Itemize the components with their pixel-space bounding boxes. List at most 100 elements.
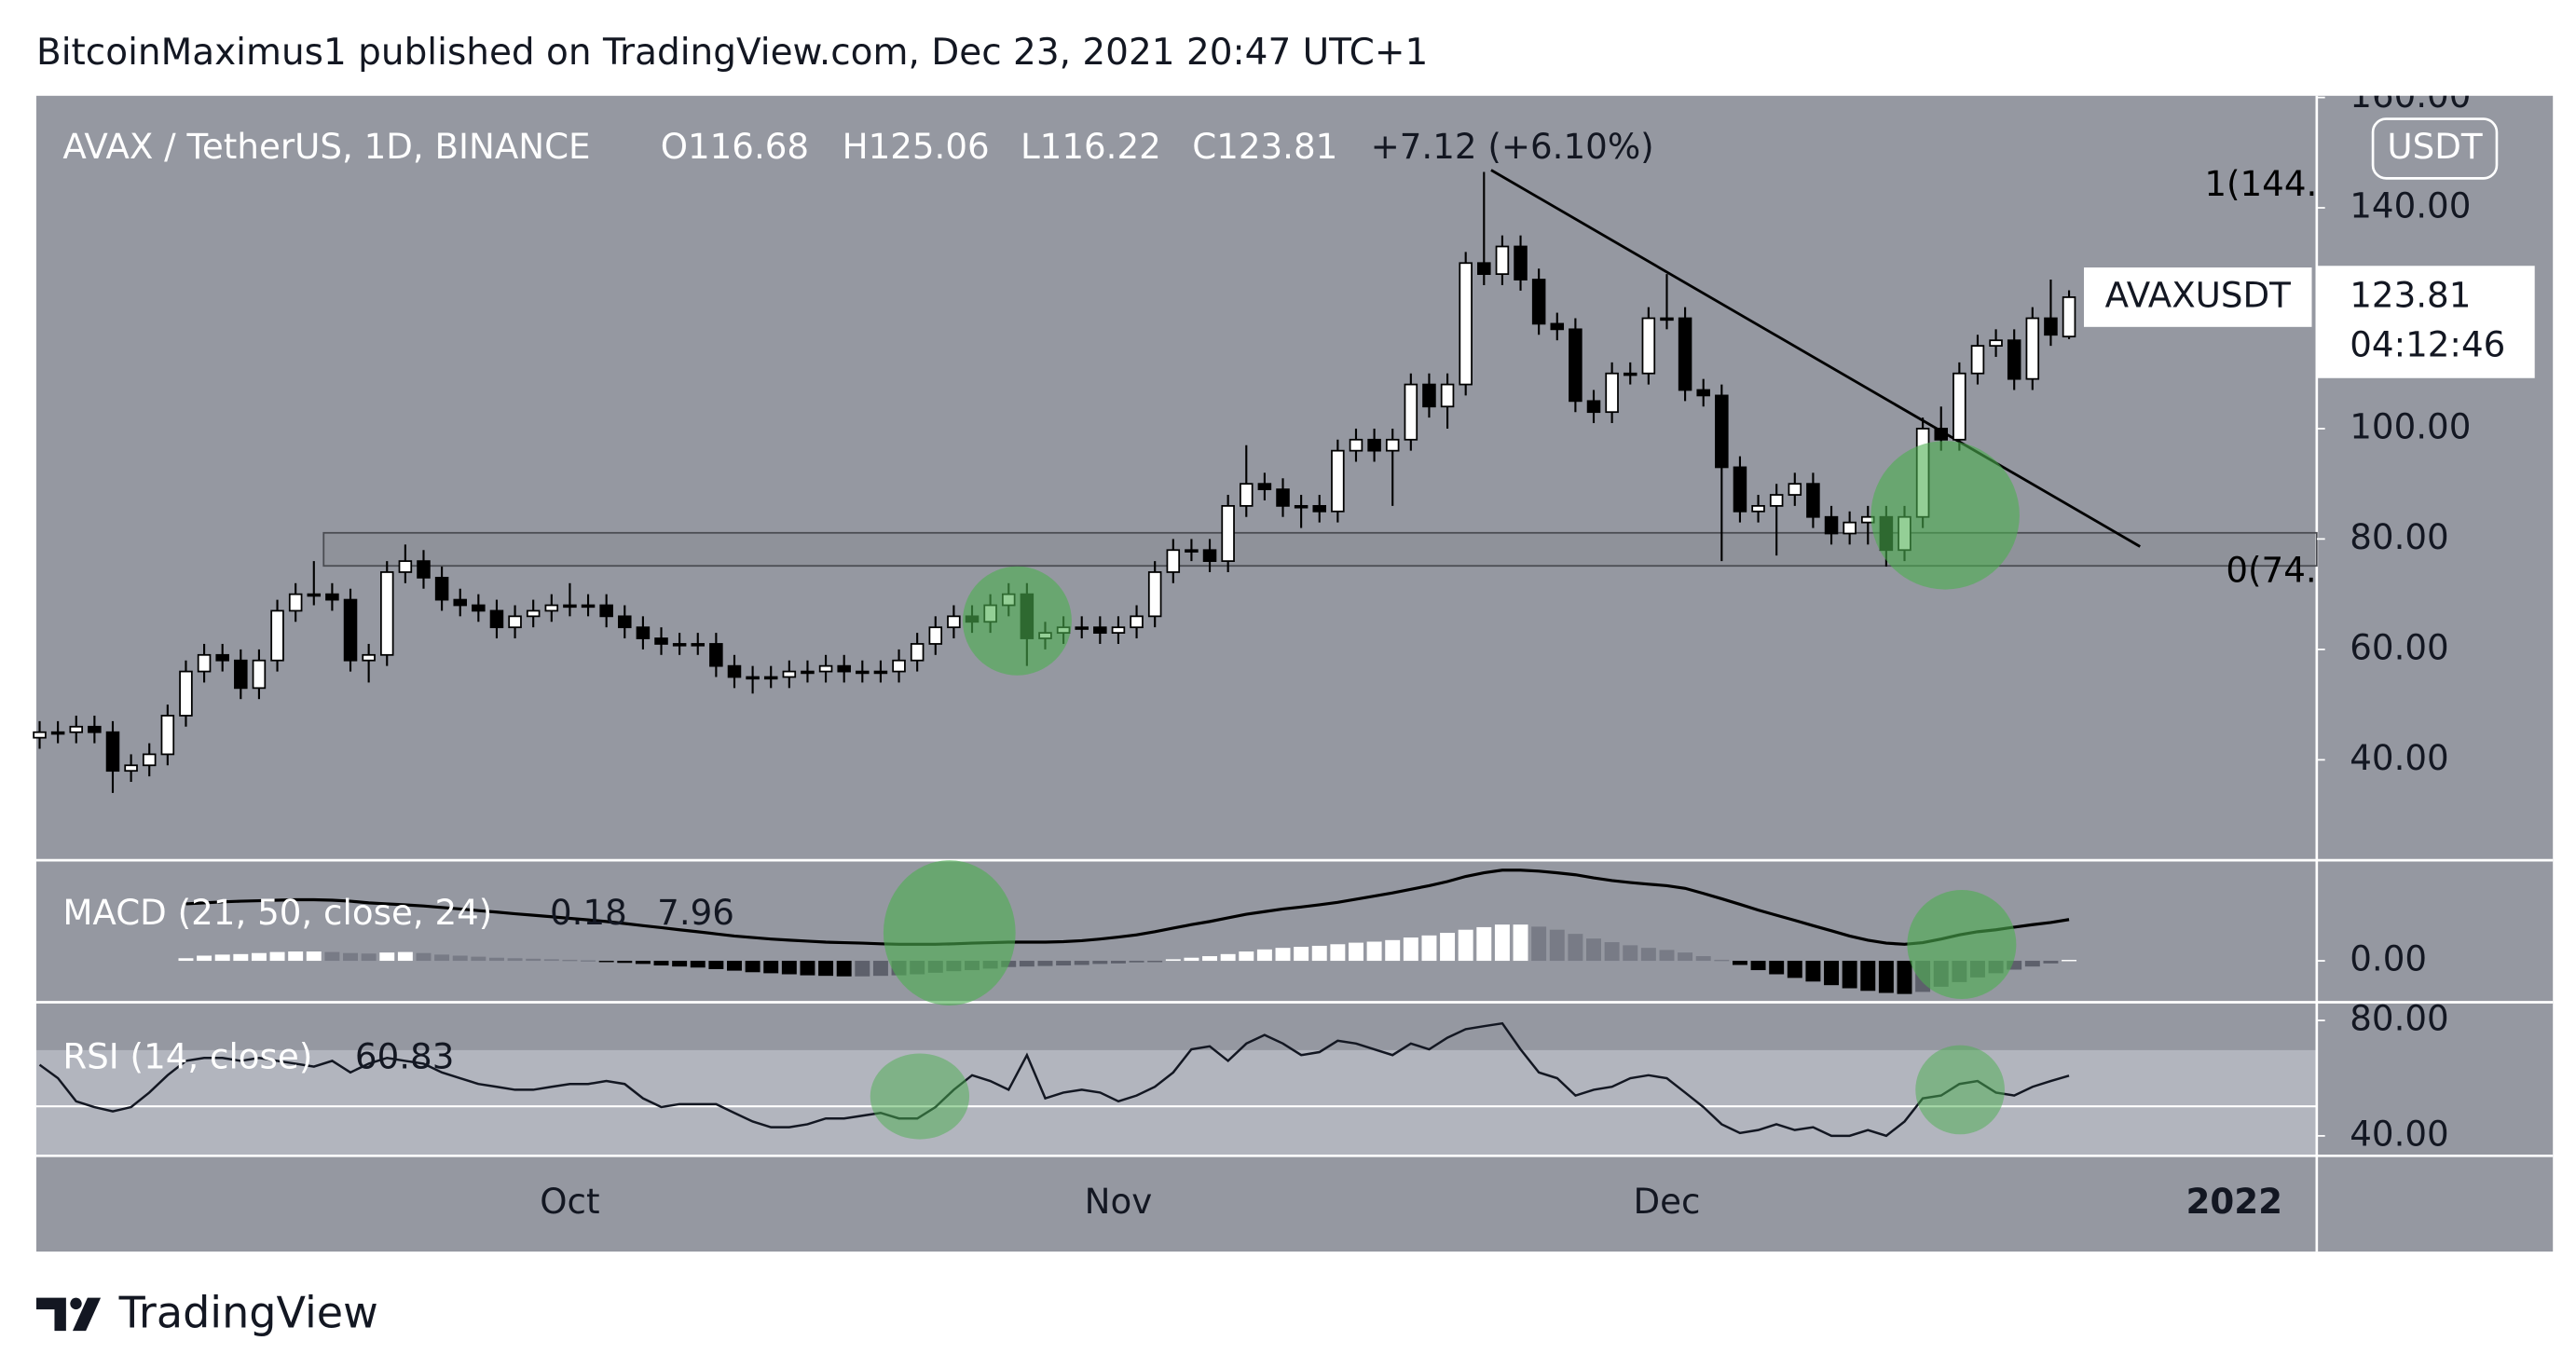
highlights — [883, 860, 2017, 1006]
candle-body — [672, 643, 687, 647]
macd-histogram-bar — [1732, 961, 1747, 965]
macd-histogram-bar — [1366, 941, 1382, 962]
macd-histogram-bar — [781, 961, 797, 975]
candle-body — [618, 615, 632, 629]
highlight-circle — [870, 1053, 970, 1140]
candle-body — [1733, 466, 1747, 513]
candle-body — [1514, 245, 1528, 280]
macd-line — [185, 869, 2070, 946]
candle-body — [434, 576, 449, 601]
candle-body — [1367, 438, 1381, 452]
macd-histogram-bar — [800, 961, 815, 976]
macd-histogram-bar — [1019, 961, 1035, 967]
macd-histogram-bar — [763, 961, 779, 974]
macd-histogram-bar — [562, 959, 578, 962]
macd-histogram-bar — [2024, 961, 2040, 967]
candle-body — [928, 626, 943, 645]
macd-histogram-bar — [526, 958, 541, 962]
labels: 160.00 140.00 100.00 80.00 60.00 40.00 1(144. 0… — [540, 96, 2535, 1222]
candle-body — [288, 593, 303, 612]
macd-histogram-bar — [836, 961, 852, 977]
candle-body — [910, 643, 925, 662]
rsi-title: RSI (14, close) — [62, 1035, 312, 1076]
candle-body — [1953, 372, 1966, 441]
candle-body — [1970, 345, 1985, 375]
macd-histogram-bar — [1750, 961, 1766, 971]
candle-body — [1678, 317, 1692, 391]
logo-dot — [70, 1297, 82, 1310]
macd-histogram-bar — [488, 957, 504, 962]
macd-histogram-bar — [251, 952, 267, 962]
macd-histogram-bar — [471, 956, 486, 962]
fib-label: 0(74. — [2226, 549, 2316, 590]
candle-body — [818, 664, 833, 673]
macd-histogram-bar — [1824, 961, 1840, 986]
price-tag — [2316, 266, 2535, 378]
candle-body — [343, 598, 358, 662]
candle-body — [636, 626, 651, 639]
candle-body — [1257, 483, 1272, 490]
candle-body — [2025, 317, 2040, 380]
macd-histogram-bar — [818, 961, 834, 977]
legend-close: C123.81 — [1192, 126, 1337, 167]
macd-histogram-bar — [1129, 961, 1144, 963]
macd-histogram-bar — [214, 954, 230, 962]
candle-body — [1093, 626, 1107, 634]
candle-body — [782, 670, 797, 678]
macd-histogram-bar — [1202, 956, 1218, 962]
candle-body — [1312, 504, 1327, 513]
macd-histogram-bar — [1403, 937, 1418, 962]
y-tick-label: 80.00 — [2350, 516, 2448, 557]
macd-histogram-bar — [1878, 961, 1894, 993]
macd-histogram-bar — [1531, 926, 1547, 962]
candle-body — [1989, 339, 2003, 347]
candle-body — [1623, 372, 1637, 376]
candle-body — [581, 604, 596, 609]
candle-body — [1459, 262, 1473, 386]
candle-body — [50, 731, 65, 735]
candle-body — [1404, 383, 1418, 441]
macd-histogram-bar — [1056, 961, 1072, 966]
symbol-tag-text: AVAXUSDT — [2105, 274, 2291, 315]
candle-body — [1240, 483, 1254, 507]
macd-histogram-bar — [1860, 961, 1876, 992]
macd-histogram-bar — [1787, 961, 1802, 978]
macd-histogram-bar — [197, 955, 212, 962]
currency-box — [2371, 117, 2499, 180]
candle-body — [1641, 317, 1656, 375]
candle-body — [1349, 438, 1363, 452]
candle-body — [691, 643, 706, 647]
candle-body — [1769, 494, 1784, 507]
macd-histogram-bar — [2062, 960, 2077, 962]
candle-body — [856, 670, 870, 675]
y-tick-label: 60.00 — [2350, 626, 2448, 667]
y-tick-label: 40.00 — [2350, 737, 2448, 778]
macd-histogram-bar — [343, 952, 358, 962]
macd-histogram-bar — [1568, 934, 1583, 962]
macd-readout: 0.18 — [550, 892, 627, 933]
macd-histogram-bar — [379, 952, 395, 962]
candle-body — [362, 653, 376, 662]
candle-body — [873, 670, 888, 675]
candle-body — [2044, 317, 2058, 336]
macd-histogram-bar — [306, 951, 322, 962]
candle-body — [1806, 483, 1820, 518]
candle-body — [215, 653, 229, 662]
y-tick-label: 40.00 — [2350, 1113, 2448, 1154]
macd-histogram-bar — [581, 960, 596, 962]
candle-body — [379, 571, 394, 656]
fib-labels: 1(144. 0(74. — [2204, 163, 2316, 591]
macd-histogram-bar — [543, 959, 559, 962]
highlight-circle — [1915, 1045, 2005, 1135]
candle-body — [1715, 394, 1729, 469]
candle-body — [1843, 521, 1857, 535]
candle-body — [1185, 549, 1199, 553]
macd-histogram-bar — [1769, 961, 1785, 975]
candle-body — [124, 764, 138, 773]
macd-histogram-bar — [672, 961, 688, 967]
macd-histogram-bar — [1349, 942, 1363, 962]
candle-body — [1331, 449, 1345, 513]
macd-histogram-bar — [1659, 950, 1675, 962]
legend-low: L116.22 — [1021, 126, 1161, 167]
